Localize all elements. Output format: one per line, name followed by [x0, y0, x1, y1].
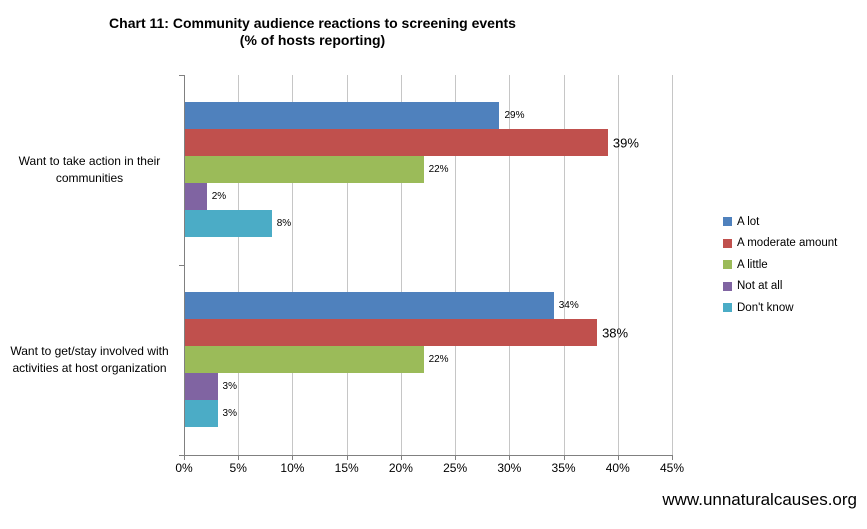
legend-item-label: Don't know	[737, 301, 794, 314]
category-axis-labels: Want to take action in their communities…	[0, 75, 179, 455]
category-axis-tick	[179, 455, 184, 456]
bar-value-label: 22%	[428, 163, 449, 175]
legend-item-a-moderate-amount: A moderate amount	[723, 233, 837, 255]
x-axis-tick	[563, 456, 565, 460]
x-axis-tick-label: 10%	[280, 461, 305, 475]
footer-url: www.unnaturalcauses.org	[662, 490, 857, 509]
x-axis-tick	[455, 456, 457, 460]
gridline	[400, 75, 402, 455]
gridline	[563, 75, 565, 455]
legend-item-don-t-know: Don't know	[723, 297, 837, 319]
x-axis-tick-label: 5%	[229, 461, 247, 475]
x-axis-tick	[346, 456, 348, 460]
legend-swatch	[723, 260, 732, 270]
x-axis-tick	[400, 456, 402, 460]
chart-title: Chart 11: Community audience reactions t…	[0, 15, 625, 49]
gridline	[509, 75, 511, 455]
x-axis-tick-label: 35%	[551, 461, 576, 475]
x-axis-tick	[238, 456, 240, 460]
x-axis-tick-label: 15%	[334, 461, 359, 475]
legend-swatch	[723, 303, 732, 313]
x-axis-tick	[509, 456, 511, 460]
bar-value-label: 22%	[428, 353, 449, 365]
legend-swatch	[723, 217, 732, 227]
x-axis-tick-label: 40%	[605, 461, 630, 475]
y-axis-line	[184, 75, 185, 455]
x-axis-tick	[617, 456, 619, 460]
legend-item-label: Not at all	[737, 280, 783, 293]
bar-value-label: 3%	[222, 380, 237, 392]
bar-a-little	[185, 156, 424, 183]
gridline	[672, 75, 673, 455]
x-axis-tick	[292, 456, 294, 460]
bar-a-moderate-amount	[185, 129, 608, 156]
legend-item-label: A little	[737, 258, 768, 271]
legend-item-a-lot: A lot	[723, 211, 837, 233]
bar-not-at-all	[185, 373, 218, 400]
gridline	[238, 75, 240, 455]
x-axis-tick-label: 25%	[443, 461, 468, 475]
plot-area: 0% 5% 10% 15% 20% 25% 30% 35% 40% 45% 29% 39% 22% 2% 8…	[175, 75, 684, 475]
bar-value-label: 8%	[276, 217, 292, 229]
bar-a-moderate-amount	[185, 319, 598, 346]
gridline	[455, 75, 457, 455]
bar-value-label: 38%	[602, 325, 629, 340]
x-axis-tick-label: 45%	[659, 461, 685, 475]
x-axis-line	[184, 455, 673, 456]
category-label: Want to take action in their communities	[18, 154, 161, 185]
legend: A lot A moderate amount A little Not at all…	[723, 211, 837, 319]
x-axis-tick	[672, 456, 673, 460]
legend-item-label: A lot	[737, 215, 760, 228]
bar-value-label: 29%	[504, 109, 525, 121]
bar-a-lot	[185, 102, 500, 129]
category-axis-tick	[179, 265, 184, 266]
gridline	[617, 75, 619, 455]
legend-swatch	[723, 281, 732, 291]
bar-not-at-all	[185, 183, 207, 210]
category-axis-tick	[179, 75, 184, 76]
x-axis-tick	[184, 456, 185, 460]
bar-don-t-know	[185, 400, 218, 427]
bar-value-label: 2%	[211, 190, 227, 202]
x-axis-tick-label: 0%	[175, 461, 193, 475]
x-axis-tick-label: 20%	[388, 461, 413, 475]
chart-title-line1: Chart 11: Community audience reactions t…	[109, 15, 516, 31]
gridline	[346, 75, 348, 455]
category-label: Want to get/stay involved with activitie…	[10, 344, 169, 375]
bar-a-little	[185, 346, 424, 373]
legend-item-not-at-all: Not at all	[723, 276, 837, 298]
bar-value-label: 39%	[612, 135, 639, 150]
legend-swatch	[723, 238, 732, 248]
x-axis-tick-label: 30%	[497, 461, 522, 475]
bar-value-label: 3%	[222, 407, 237, 419]
chart-title-line2: (% of hosts reporting)	[239, 32, 386, 48]
legend-item-label: A moderate amount	[737, 237, 838, 250]
legend-item-a-little: A little	[723, 254, 837, 276]
bar-a-lot	[185, 292, 554, 319]
bar-value-label: 34%	[558, 299, 579, 311]
bar-don-t-know	[185, 210, 272, 237]
gridline	[292, 75, 294, 455]
